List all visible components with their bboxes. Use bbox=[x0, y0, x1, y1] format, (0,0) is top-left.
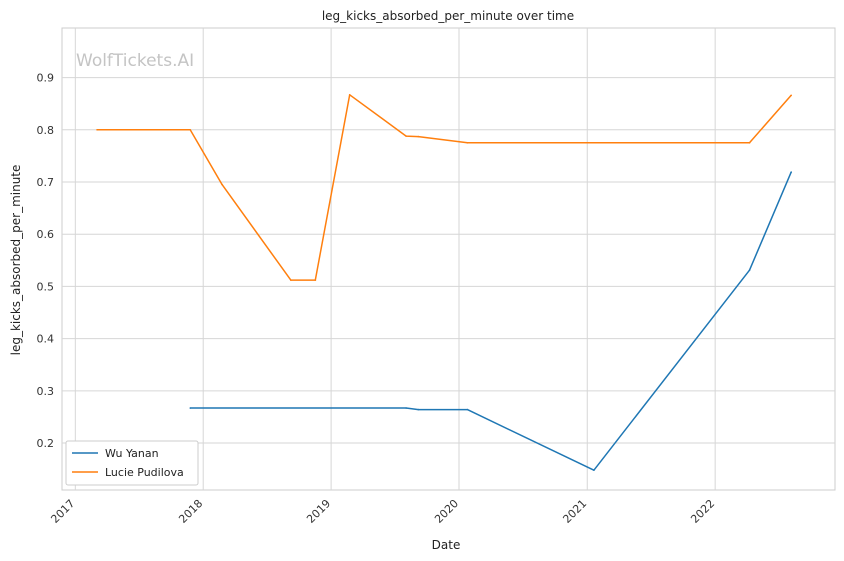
series-lines bbox=[96, 94, 792, 471]
y-tick-label: 0.8 bbox=[37, 124, 55, 137]
legend: Wu Yanan Lucie Pudilova bbox=[65, 440, 199, 486]
legend-label: Wu Yanan bbox=[105, 447, 159, 460]
y-tick-label: 0.9 bbox=[37, 72, 55, 85]
data-point bbox=[348, 94, 351, 96]
grid-lines bbox=[62, 28, 835, 490]
chart-title: leg_kicks_absorbed_per_minute over time bbox=[322, 9, 574, 23]
data-point bbox=[748, 269, 751, 272]
x-tick-labels: 2017 2018 2019 2020 2021 2022 bbox=[48, 497, 717, 526]
y-axis-title: leg_kicks_absorbed_per_minute bbox=[9, 165, 23, 356]
x-tick-label: 2022 bbox=[688, 497, 717, 526]
data-point bbox=[189, 128, 192, 131]
data-point bbox=[417, 408, 420, 411]
y-tick-label: 0.4 bbox=[37, 333, 55, 346]
x-tick-label: 2021 bbox=[560, 497, 589, 526]
data-point bbox=[221, 183, 223, 186]
x-axis-title: Date bbox=[432, 538, 461, 552]
y-tick-label: 0.6 bbox=[37, 228, 55, 241]
data-point bbox=[748, 142, 751, 144]
x-tick-label: 2019 bbox=[304, 497, 333, 526]
plot-area bbox=[61, 27, 836, 491]
data-point bbox=[466, 142, 469, 144]
watermark: WolfTickets.AI bbox=[76, 51, 194, 71]
data-point bbox=[466, 408, 469, 411]
y-tick-labels: 0.2 0.3 0.4 0.5 0.6 0.7 0.8 0.9 bbox=[37, 72, 55, 450]
y-tick-label: 0.7 bbox=[37, 176, 55, 189]
data-point bbox=[790, 171, 792, 173]
x-tick-label: 2017 bbox=[48, 497, 77, 526]
data-point bbox=[790, 94, 792, 97]
data-point bbox=[290, 279, 292, 281]
legend-label: Lucie Pudilova bbox=[105, 466, 184, 479]
x-tick-label: 2020 bbox=[432, 497, 461, 526]
data-point bbox=[417, 135, 420, 138]
data-point bbox=[593, 469, 595, 471]
x-tick-label: 2018 bbox=[176, 497, 205, 526]
data-point bbox=[314, 279, 317, 281]
data-point bbox=[96, 128, 98, 131]
legend-box bbox=[65, 440, 199, 486]
y-tick-label: 0.2 bbox=[37, 437, 55, 450]
data-point bbox=[405, 407, 407, 409]
data-point bbox=[405, 135, 407, 137]
y-tick-label: 0.5 bbox=[37, 280, 55, 293]
data-point bbox=[189, 407, 192, 409]
y-tick-label: 0.3 bbox=[37, 385, 55, 398]
